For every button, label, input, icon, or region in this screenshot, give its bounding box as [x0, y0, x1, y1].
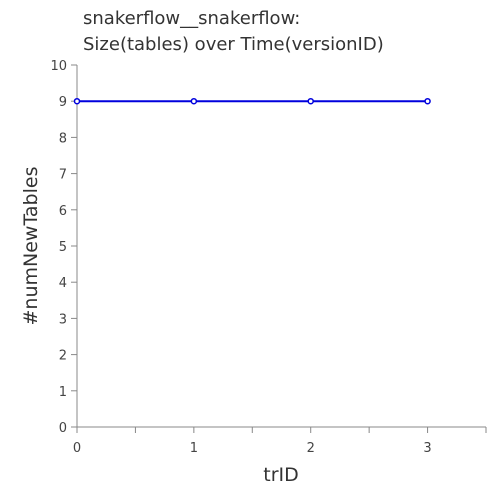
y-axis-label: #numNewTables — [20, 167, 42, 326]
y-tick-label: 8 — [59, 131, 67, 146]
series-layer — [73, 97, 431, 105]
x-tick-label: 0 — [73, 441, 81, 456]
x-tick-label: 3 — [423, 441, 431, 456]
y-tick-label: 10 — [50, 59, 67, 74]
y-ticks: 0 1 2 3 4 5 6 7 8 9 10 — [50, 59, 77, 436]
data-point — [73, 97, 81, 105]
y-tick-label: 9 — [59, 95, 67, 110]
y-tick-label: 2 — [59, 349, 67, 364]
data-point — [424, 97, 431, 105]
x-tick-label: 2 — [307, 441, 315, 456]
axes — [76, 65, 486, 428]
y-tick-label: 0 — [59, 421, 67, 436]
chart-title-line-2: Size(tables) over Time(versionID) — [83, 34, 384, 55]
chart-title-line-1: snakerflow__snakerflow: — [83, 8, 300, 29]
x-tick-label: 1 — [190, 441, 198, 456]
data-point — [190, 97, 198, 105]
data-point — [307, 97, 314, 105]
y-tick-label: 5 — [59, 240, 67, 255]
x-axis-label: trID — [263, 464, 299, 486]
y-tick-label: 1 — [59, 385, 67, 400]
y-tick-label: 6 — [59, 204, 67, 219]
y-tick-label: 7 — [59, 168, 67, 183]
y-tick-label: 4 — [59, 276, 67, 291]
y-tick-label: 3 — [59, 312, 67, 327]
x-ticks: 0 1 2 3 — [73, 427, 487, 456]
